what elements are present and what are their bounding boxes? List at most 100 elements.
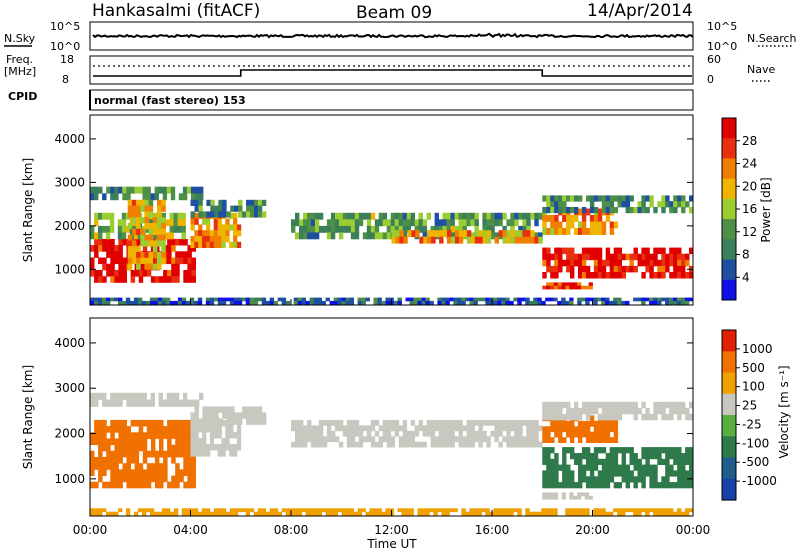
x-tick-label: 08:00	[274, 523, 309, 537]
heatmap-cell	[358, 430, 364, 437]
heatmap-cell	[140, 234, 145, 241]
heatmap-cell	[206, 241, 211, 248]
heatmap-cell	[370, 419, 376, 426]
heatmap-cell	[546, 228, 551, 235]
heatmap-cell	[102, 263, 107, 271]
heatmap-cell	[114, 399, 119, 407]
heatmap-cell	[181, 232, 186, 240]
heatmap-cell	[293, 300, 299, 305]
freq-tick-top: 18	[60, 53, 74, 66]
heatmap-cell	[314, 212, 320, 220]
heatmap-cell	[144, 223, 149, 230]
heatmap-cell	[309, 511, 314, 516]
heatmap-cell	[149, 300, 155, 305]
heatmap-cell	[613, 300, 618, 305]
heatmap-cell	[136, 217, 141, 224]
heatmap-cell	[167, 438, 172, 446]
heatmap-cell	[169, 219, 174, 227]
heatmap-cell	[402, 212, 408, 220]
heatmap-cell	[189, 300, 195, 305]
heatmap-cell	[625, 401, 630, 409]
heatmap-cell	[613, 207, 619, 214]
heatmap-cell	[313, 508, 318, 513]
heatmap-cell	[237, 508, 243, 513]
heatmap-cell	[309, 508, 314, 513]
heatmap-cell	[574, 453, 579, 460]
heatmap-cell	[144, 211, 149, 218]
heatmap-cell	[566, 221, 571, 229]
heatmap-cell	[386, 430, 392, 437]
heatmap-cell	[326, 232, 332, 240]
heatmap-cell	[685, 508, 690, 513]
heatmap-cell	[159, 444, 164, 452]
heatmap-cell	[426, 419, 431, 426]
heatmap-cell	[314, 219, 320, 227]
heatmap-cell	[554, 265, 559, 273]
heatmap-cell	[171, 457, 176, 464]
heatmap-cell	[629, 470, 634, 477]
heatmap-cell	[138, 419, 144, 427]
heatmap-cell	[194, 426, 199, 433]
heatmap-cell	[601, 407, 607, 415]
heatmap-cell	[349, 297, 354, 302]
heatmap-cell	[418, 419, 423, 426]
heatmap-cell	[217, 508, 223, 513]
heatmap-cell	[142, 469, 148, 476]
heatmap-cell	[561, 282, 566, 287]
heatmap-cell	[171, 257, 176, 265]
heatmap-cell	[613, 464, 619, 471]
heatmap-cell	[597, 195, 603, 202]
heatmap-cell	[346, 225, 352, 233]
heatmap-cell	[430, 436, 435, 443]
heatmap-cell	[685, 447, 690, 454]
heatmap-cell	[558, 207, 563, 214]
heatmap-cell	[142, 444, 148, 452]
heatmap-cell	[318, 425, 324, 432]
heatmap-cell	[394, 419, 400, 426]
heatmap-cell	[148, 234, 154, 241]
heatmap-cell	[154, 276, 160, 283]
heatmap-cell	[106, 511, 111, 516]
heatmap-cell	[357, 297, 362, 302]
nave-tick-bottom: 0	[707, 73, 714, 86]
heatmap-cell	[554, 470, 559, 477]
heatmap-cell	[193, 511, 199, 516]
heatmap-cell	[562, 195, 567, 202]
heatmap-cell	[110, 270, 115, 277]
heatmap-cell	[202, 444, 207, 451]
heatmap-cell	[110, 399, 115, 407]
heatmap-cell	[175, 270, 180, 277]
heatmap-cell	[194, 432, 199, 439]
colorbar-swatch	[722, 259, 736, 281]
heatmap-cell	[157, 252, 162, 259]
heatmap-cell	[613, 482, 619, 489]
heatmap-cell	[126, 481, 131, 489]
heatmap-cell	[597, 265, 603, 273]
heatmap-cell	[209, 230, 215, 237]
heatmap-cell	[546, 464, 551, 471]
heatmap-cell	[577, 495, 582, 500]
heatmap-cell	[90, 392, 95, 400]
heatmap-cell	[171, 238, 176, 246]
heatmap-cell	[637, 508, 642, 513]
heatmap-cell	[126, 426, 131, 433]
heatmap-cell	[295, 430, 300, 437]
heatmap-cell	[213, 426, 218, 433]
heatmap-cell	[562, 228, 567, 235]
heatmap-cell	[649, 265, 654, 273]
heatmap-cell	[685, 259, 690, 267]
heatmap-cell	[597, 426, 603, 433]
heatmap-cell	[134, 238, 140, 246]
heatmap-cell	[450, 436, 455, 443]
heatmap-cell	[569, 297, 574, 302]
heatmap-cell	[554, 420, 559, 427]
heatmap-cell	[597, 228, 603, 235]
heatmap-cell	[370, 212, 376, 220]
heatmap-cell	[382, 436, 388, 443]
heatmap-cell	[566, 431, 571, 438]
heatmap-cell	[542, 453, 547, 460]
heatmap-cell	[430, 225, 435, 233]
heatmap-cell	[534, 430, 539, 437]
heatmap-cell	[621, 447, 626, 454]
heatmap-cell	[349, 511, 354, 516]
